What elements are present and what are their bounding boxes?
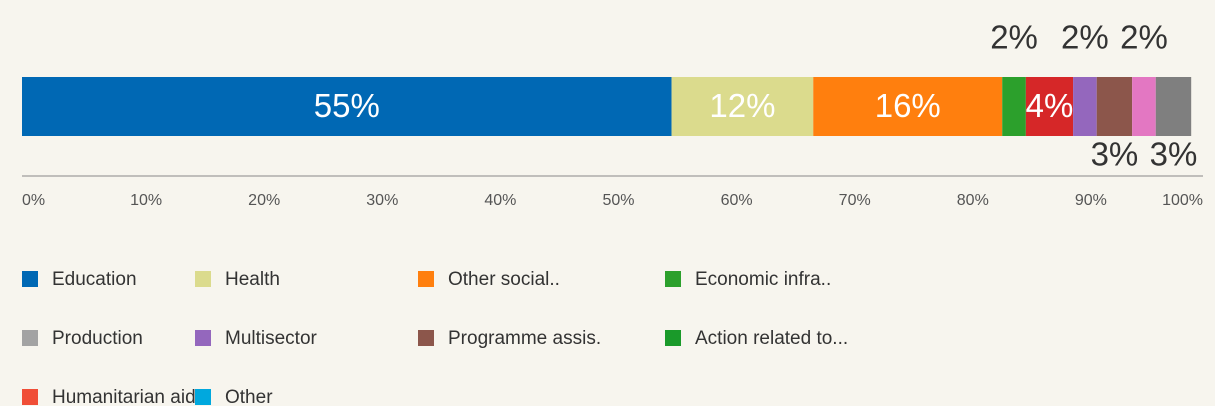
legend-label: Health [225, 269, 280, 290]
data-label: 2% [1061, 19, 1109, 56]
bar-segment [1155, 77, 1192, 136]
x-tick-label: 60% [721, 192, 753, 209]
data-label: 3% [1150, 136, 1198, 173]
data-label: 12% [709, 87, 775, 124]
bar-segment [813, 77, 1003, 136]
legend-label: Production [52, 328, 143, 349]
x-tick-label: 0% [22, 192, 45, 209]
x-tick-label: 50% [602, 192, 634, 209]
x-tick-label: 20% [248, 192, 280, 209]
legend-swatch [195, 330, 211, 346]
bar-segment [671, 77, 814, 136]
legend-swatch [195, 389, 211, 405]
data-label: 4% [1026, 87, 1074, 124]
legend-label: Education [52, 269, 137, 290]
x-tick-label: 10% [130, 192, 162, 209]
legend-label: Programme assis. [448, 328, 601, 349]
x-tick-label: 100% [1162, 192, 1203, 209]
x-tick-label: 80% [957, 192, 989, 209]
data-label: 3% [1091, 136, 1139, 173]
bar-segment [1096, 77, 1133, 136]
legend-swatch [22, 330, 38, 346]
data-label: 16% [875, 87, 941, 124]
bar-segment [1002, 77, 1026, 136]
legend-swatch [665, 330, 681, 346]
legend-label: Other [225, 387, 273, 406]
bar-segment [1073, 77, 1097, 136]
legend-swatch [418, 330, 434, 346]
x-tick-label: 30% [366, 192, 398, 209]
legend-swatch [665, 271, 681, 287]
legend-swatch [195, 271, 211, 287]
x-tick-label: 90% [1075, 192, 1107, 209]
legend-label: Humanitarian aid [52, 387, 196, 406]
x-tick-label: 40% [484, 192, 516, 209]
data-label: 2% [990, 19, 1038, 56]
legend-label: Action related to... [695, 328, 848, 349]
data-label: 55% [314, 87, 380, 124]
legend-swatch [22, 389, 38, 405]
legend-label: Other social.. [448, 269, 560, 290]
x-tick-label: 70% [839, 192, 871, 209]
legend-label: Multisector [225, 328, 318, 349]
bar-segment [1132, 77, 1156, 136]
legend-label: Economic infra.. [695, 269, 831, 290]
bar-segment [22, 77, 672, 136]
data-label: 2% [1120, 19, 1168, 56]
legend-swatch [418, 271, 434, 287]
legend-swatch [22, 271, 38, 287]
bar-segment [1025, 77, 1074, 136]
